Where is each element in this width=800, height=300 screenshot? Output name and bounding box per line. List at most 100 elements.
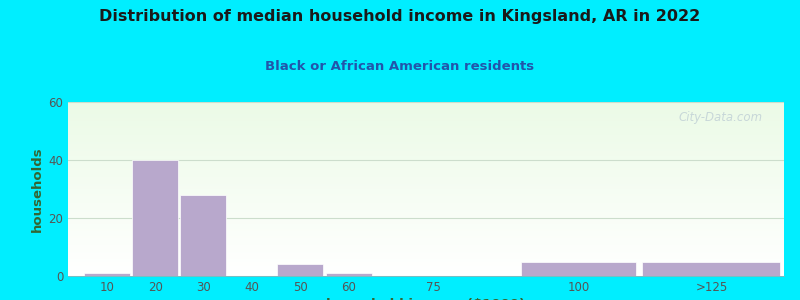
Bar (68, 121, 784, 123)
Text: Distribution of median household income in Kingsland, AR in 2022: Distribution of median household income … (99, 9, 701, 24)
Bar (68, 175, 784, 177)
Bar (68, 241, 784, 243)
Bar (68, 135, 784, 137)
Bar (68, 191, 784, 193)
Bar (68, 185, 784, 187)
Bar (68, 246, 784, 248)
Bar (68, 203, 784, 205)
Bar (68, 219, 784, 220)
Bar (68, 158, 784, 159)
Bar (68, 220, 784, 222)
Bar (68, 163, 784, 165)
Bar (181, 195, 226, 276)
Bar (68, 112, 784, 114)
Bar (68, 111, 784, 112)
Bar (68, 159, 784, 161)
Bar (68, 161, 784, 163)
Bar (132, 160, 178, 276)
Bar (68, 156, 784, 158)
Bar (68, 198, 784, 200)
Bar (68, 124, 784, 126)
Bar (68, 210, 784, 212)
Bar (68, 165, 784, 167)
Bar (68, 146, 784, 147)
Bar (68, 139, 784, 140)
X-axis label: household income ($1000): household income ($1000) (326, 298, 526, 300)
Bar (68, 170, 784, 172)
Bar (68, 224, 784, 226)
Bar (68, 213, 784, 215)
Bar (68, 227, 784, 229)
Bar (68, 149, 784, 151)
Bar (68, 144, 784, 146)
Bar (68, 250, 784, 252)
Bar (68, 196, 784, 198)
Bar (68, 264, 784, 266)
Bar (68, 172, 784, 173)
Bar (68, 173, 784, 175)
Bar (68, 259, 784, 260)
Bar (68, 147, 784, 149)
Bar (68, 267, 784, 269)
Bar (68, 106, 784, 107)
Bar (642, 262, 780, 276)
Bar (68, 205, 784, 206)
Bar (68, 193, 784, 194)
Bar (68, 177, 784, 178)
Bar (68, 140, 784, 142)
Bar (521, 262, 636, 276)
Bar (68, 102, 784, 104)
Text: City-Data.com: City-Data.com (678, 111, 762, 124)
Bar (68, 248, 784, 250)
Bar (68, 178, 784, 180)
Bar (68, 238, 784, 239)
Bar (68, 254, 784, 255)
Bar (68, 107, 784, 109)
Bar (68, 255, 784, 257)
Bar (68, 109, 784, 111)
Bar (68, 132, 784, 133)
Bar (68, 271, 784, 272)
Bar (68, 208, 784, 210)
Y-axis label: households: households (31, 146, 44, 232)
Bar (68, 212, 784, 213)
Bar (68, 201, 784, 203)
Text: Black or African American residents: Black or African American residents (266, 60, 534, 73)
Bar (68, 168, 784, 170)
Bar (68, 119, 784, 121)
Bar (68, 231, 784, 233)
Bar (68, 200, 784, 201)
Bar (68, 206, 784, 208)
Bar (68, 167, 784, 168)
Bar (68, 189, 784, 191)
Bar (68, 151, 784, 152)
Bar (68, 114, 784, 116)
Bar (68, 180, 784, 182)
Bar (68, 245, 784, 246)
Bar (68, 137, 784, 139)
Bar (68, 126, 784, 128)
Bar (326, 273, 371, 276)
Bar (68, 239, 784, 241)
Bar (68, 260, 784, 262)
Bar (68, 236, 784, 238)
Bar (68, 272, 784, 274)
Bar (84, 273, 130, 276)
Bar (68, 269, 784, 271)
Bar (68, 130, 784, 132)
Bar (278, 264, 323, 276)
Bar (68, 232, 784, 234)
Bar (68, 104, 784, 106)
Bar (68, 118, 784, 119)
Bar (68, 217, 784, 219)
Bar (68, 154, 784, 156)
Bar (68, 194, 784, 196)
Bar (68, 274, 784, 276)
Bar (68, 266, 784, 267)
Bar (68, 226, 784, 227)
Bar (68, 152, 784, 154)
Bar (68, 262, 784, 264)
Bar (68, 123, 784, 124)
Bar (68, 187, 784, 189)
Bar (68, 116, 784, 118)
